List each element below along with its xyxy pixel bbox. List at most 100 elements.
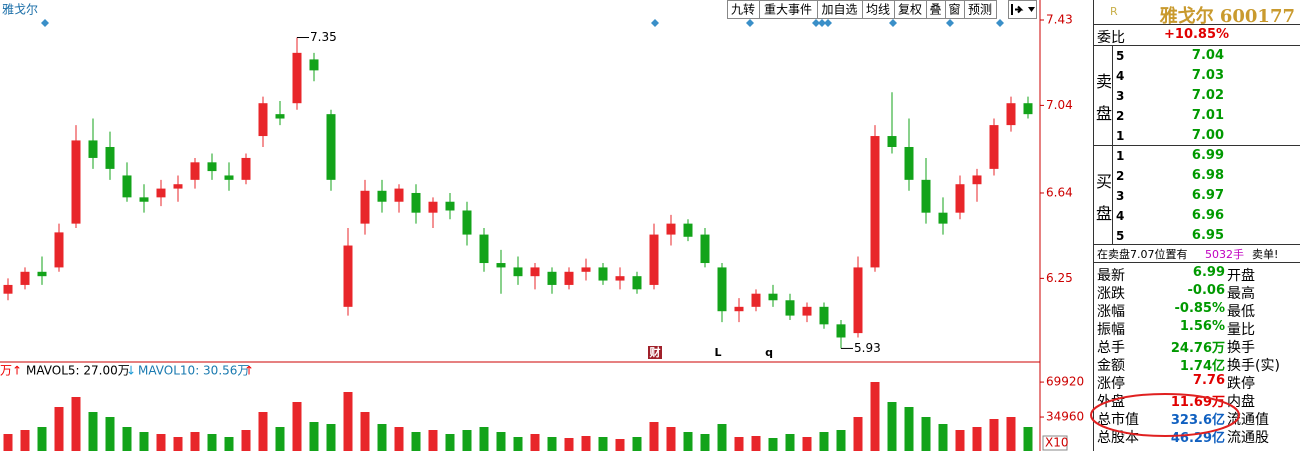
toolbar-label[interactable]: 均线 [866,3,890,17]
volume-bar [751,436,761,451]
volume-bar [445,434,455,451]
volume-bar [377,424,387,451]
toolbar-icons[interactable] [1008,0,1038,20]
candle-body [547,271,557,285]
toolbar-label[interactable]: 重大事件 [764,3,812,17]
candle-body [343,245,353,307]
toolbar-label[interactable]: 窗 [948,3,960,17]
volume-bar [734,437,744,451]
candle-body [377,190,387,202]
candle-body [615,276,625,281]
candle-body [479,234,489,264]
candle-body [139,197,149,202]
svg-text:↑: ↑ [12,364,22,378]
candle-body [564,271,574,285]
volume-bar [1006,417,1016,451]
toolbar-label[interactable]: 加自选 [821,3,857,17]
toolbar-label[interactable]: 复权 [898,3,922,17]
stat-label: 总手 [1097,340,1125,356]
candle-body [411,192,421,213]
volume-bar [428,430,438,451]
volume-bar [598,437,608,451]
y-tick-label: 34960 [1046,410,1084,424]
volume-bar [666,427,676,451]
volume-bar [700,434,710,451]
candle-body [989,125,999,169]
price: 7.02 [1191,88,1224,103]
marker-label: q [765,346,773,359]
candle-body [972,175,982,185]
volume-bar [785,434,795,451]
price: 6.96 [1191,208,1224,223]
marker-box [648,346,662,359]
y-tick-label: 69920 [1046,375,1084,389]
rule [1094,45,1300,46]
candle-body [683,223,693,237]
flag: R [1110,5,1118,18]
candle-body [54,232,64,268]
candle-body [207,162,217,172]
volume-bar [683,432,693,451]
volume-bar [972,427,982,451]
candle-body [904,146,914,180]
stat-label: 总市值 [1097,412,1139,428]
stat-value: 7.76 [1192,373,1225,388]
notice: 卖单! [1252,248,1279,261]
scale-box [1042,435,1068,451]
stat-value: -0.06 [1187,283,1225,298]
stat-label: 涨跌 [1097,286,1125,302]
toolbar-label[interactable]: 预测 [968,3,992,17]
volume-bar [496,432,506,451]
volume-bar [547,437,557,451]
candle-body [598,267,608,281]
toolbar-label[interactable]: 九转 [731,2,755,17]
stat-value: -0.85% [1174,301,1226,316]
side-label: 卖 [1096,72,1113,91]
stat-label: 最新 [1097,268,1125,284]
volume-bar [955,430,965,451]
candle-body [445,201,455,211]
candle-body [938,212,948,224]
volume-bar [156,434,166,451]
chart: 雅戈尔 ↑ ↓ ↑ 九转 重大事件 加自选 均线 复权叠窗预测 6.25 6.64 7.04… [0,0,1084,451]
rule [1094,244,1300,245]
stat-label: 流通股 [1227,430,1269,446]
candle-body [751,293,761,307]
volume-bar [20,430,30,451]
volume-legend: 万 [0,364,12,378]
volume-bar [190,432,200,451]
rule [1094,262,1300,263]
rule [1112,45,1113,244]
volume-bar [802,437,812,451]
volume-bar [241,430,251,451]
candle-body [241,157,251,180]
candle-body [921,179,931,213]
candle-body [649,234,659,285]
level: 2 [1116,109,1125,123]
svg-text:↑: ↑ [244,364,254,378]
scale-label: X10 [1045,436,1069,450]
level: 5 [1116,229,1125,243]
price: 6.98 [1191,168,1224,183]
candle-body [513,267,523,277]
toolbar-label[interactable]: 叠 [929,3,941,17]
candle-body [462,210,472,235]
level: 4 [1116,209,1125,223]
annotation-label: 7.35 [310,30,337,44]
volume-bar [275,427,285,451]
volume-bar [717,424,727,451]
candle-body [955,184,965,213]
y-tick-label: 7.04 [1046,98,1073,112]
volume-bar [581,436,591,451]
marker-label: L [714,346,721,359]
candle-body [428,201,438,213]
price: 6.99 [1191,148,1224,163]
level: 1 [1116,149,1125,163]
stat-value: 6.99 [1192,265,1225,280]
legend-arrows: ↑ ↓ ↑ [12,364,254,378]
volume-bar [530,434,540,451]
toolbar-button[interactable] [964,0,997,19]
volume-bar [632,437,642,451]
stat-label: 涨停 [1097,376,1125,392]
volume-bar [513,437,523,451]
